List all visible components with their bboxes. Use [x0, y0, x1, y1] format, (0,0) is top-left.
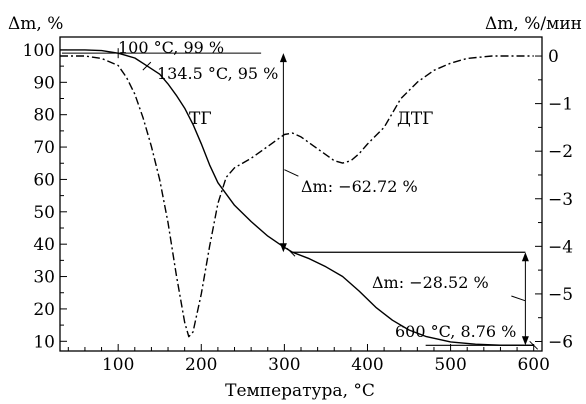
arrow-dm-62-head-up: [279, 53, 287, 63]
x-tick-label: 600: [517, 355, 549, 375]
y-right-tick-label: 0: [548, 47, 559, 67]
y-left-axis-title: Δm, %: [8, 14, 63, 34]
y-right-tick-label: −5: [548, 285, 573, 305]
annotations: [62, 48, 539, 350]
y-left-tick-label: 30: [33, 268, 55, 288]
annotation-dm-62: Δm: −62.72 %: [301, 177, 418, 196]
x-axis-ticks: 100 200 300 400 500 600: [67, 344, 550, 375]
y-left-tick-label: 50: [33, 203, 55, 223]
y-left-tick-label: 70: [33, 138, 55, 158]
x-axis-title: Температура, °C: [225, 381, 375, 401]
annotation-600c: 600 °C, 8.76 %: [395, 322, 516, 341]
arrow-dm-28-head-down: [521, 336, 529, 346]
annotation-134c: 134.5 °C, 95 %: [157, 64, 278, 83]
y-right-tick-label: −6: [548, 332, 573, 352]
y-right-tick-label: −2: [548, 142, 573, 162]
series-label-tg: ТГ: [189, 109, 212, 129]
y-left-axis-ticks: 10 20 30 40 50 60 70 80 90 100: [23, 41, 67, 352]
series-lines: [60, 49, 534, 346]
y-left-tick-label: 80: [33, 106, 55, 126]
x-tick-label: 200: [185, 355, 217, 375]
series-label-dtg: ДТГ: [397, 109, 433, 129]
arrow-dm-28-head-up: [521, 252, 529, 262]
step-marker-stage1: [286, 247, 296, 257]
leader-dm-28: [511, 295, 526, 302]
y-right-tick-label: −1: [548, 95, 573, 115]
final-residue-marker: [529, 340, 539, 350]
y-right-axis-title: Δm, %/мин: [485, 14, 582, 34]
x-tick-label: 400: [351, 355, 383, 375]
series-line-tg: [60, 49, 534, 346]
arrow-dm-62-head-down: [279, 243, 287, 253]
y-left-tick-label: 40: [33, 235, 55, 255]
x-tick-label: 500: [434, 355, 466, 375]
annotation-marker-134c: [142, 61, 152, 71]
y-right-tick-label: −4: [548, 237, 573, 257]
x-tick-label: 100: [102, 355, 134, 375]
y-right-tick-label: −3: [548, 190, 573, 210]
y-left-tick-label: 60: [33, 170, 55, 190]
leader-dm-62: [284, 169, 299, 177]
series-line-dtg: [60, 55, 534, 338]
annotation-100c: 100 °C, 99 %: [118, 38, 224, 57]
annotation-dm-28: Δm: −28.52 %: [372, 273, 489, 292]
y-left-tick-label: 90: [33, 73, 55, 93]
y-right-axis-ticks: 0 −1 −2 −3 −4 −5 −6: [535, 47, 573, 352]
x-tick-label: 300: [268, 355, 300, 375]
y-left-tick-label: 10: [33, 332, 55, 352]
y-left-tick-label: 20: [33, 300, 55, 320]
y-left-tick-label: 100: [23, 41, 55, 61]
